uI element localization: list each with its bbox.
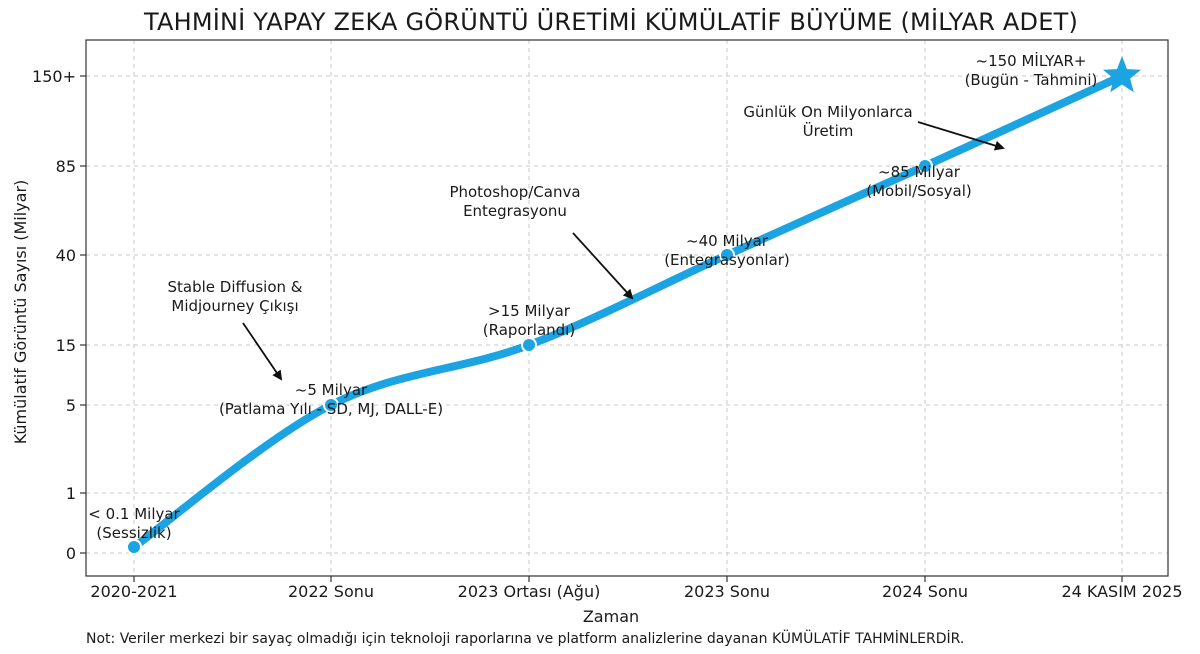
x-tick-label: 24 KASIM 2025 — [1061, 582, 1182, 601]
y-tick-label: 15 — [56, 336, 76, 355]
x-tick-label: 2020-2021 — [90, 582, 177, 601]
data-point — [521, 337, 537, 353]
x-axis: 2020-2021 2022 Sonu 2023 Ortası (Ağu) 2023 … — [90, 576, 1183, 601]
annotation-text: Photoshop/Canva — [449, 183, 580, 201]
data-label: ~150 MİLYAR+ — [976, 51, 1087, 70]
data-label: (Patlama Yılı - SD, MJ, DALL-E) — [219, 400, 443, 418]
data-labels: < 0.1 Milyar(Sessizlik) ~5 Milyar(Patlama… — [88, 51, 1097, 542]
annotation-arrow — [572, 232, 634, 300]
grid — [86, 40, 1168, 576]
annotation-text: Üretim — [803, 121, 854, 140]
data-label: (Sessizlik) — [96, 524, 171, 542]
data-label: < 0.1 Milyar — [88, 505, 180, 523]
series-layer — [126, 56, 1141, 555]
series-line — [130, 72, 1126, 551]
annotation-text: Günlük On Milyonlarca — [743, 103, 912, 121]
data-label: ~5 Milyar — [295, 381, 368, 399]
annotation-arrow — [917, 121, 1005, 151]
x-tick-label: 2023 Sonu — [684, 582, 770, 601]
data-label: ~85 Milyar — [878, 163, 961, 181]
y-tick-label: 1 — [66, 484, 76, 503]
y-tick-label: 40 — [56, 246, 76, 265]
data-point — [719, 247, 735, 263]
y-tick-label: 85 — [56, 157, 76, 176]
annotation-arrow — [242, 322, 283, 381]
x-tick-label: 2023 Ortası (Ağu) — [458, 582, 601, 601]
data-label: (Raporlandı) — [483, 321, 575, 339]
data-label: (Entegrasyonlar) — [664, 251, 790, 269]
data-label: >15 Milyar — [488, 302, 571, 320]
data-label: ~40 Milyar — [686, 232, 769, 250]
x-tick-label: 2024 Sonu — [882, 582, 968, 601]
x-axis-label: Zaman — [583, 607, 639, 626]
data-label: (Mobil/Sosyal) — [866, 182, 971, 200]
y-tick-label: 150+ — [32, 67, 76, 86]
y-tick-label: 0 — [66, 544, 76, 563]
y-axis-label: Kümülatif Görüntü Sayısı (Milyar) — [11, 180, 30, 445]
data-point-star — [1103, 56, 1141, 93]
annotation-text: Entegrasyonu — [463, 202, 567, 220]
plot-frame — [85, 39, 1169, 577]
annotation-arrows — [242, 121, 1005, 381]
data-point — [126, 539, 142, 555]
annotation-text: Midjourney Çıkışı — [171, 297, 298, 315]
footnote: Not: Veriler merkezi bir sayaç olmadığı … — [86, 629, 964, 647]
chart-title: TAHMİNİ YAPAY ZEKA GÖRÜNTÜ ÜRETİMİ KÜMÜL… — [143, 7, 1078, 36]
data-point — [917, 158, 933, 174]
y-tick-label: 5 — [66, 396, 76, 415]
data-label: (Bugün - Tahmini) — [965, 71, 1098, 89]
data-point — [323, 397, 339, 413]
annotation-text: Stable Diffusion & — [168, 278, 303, 296]
x-tick-label: 2022 Sonu — [288, 582, 374, 601]
